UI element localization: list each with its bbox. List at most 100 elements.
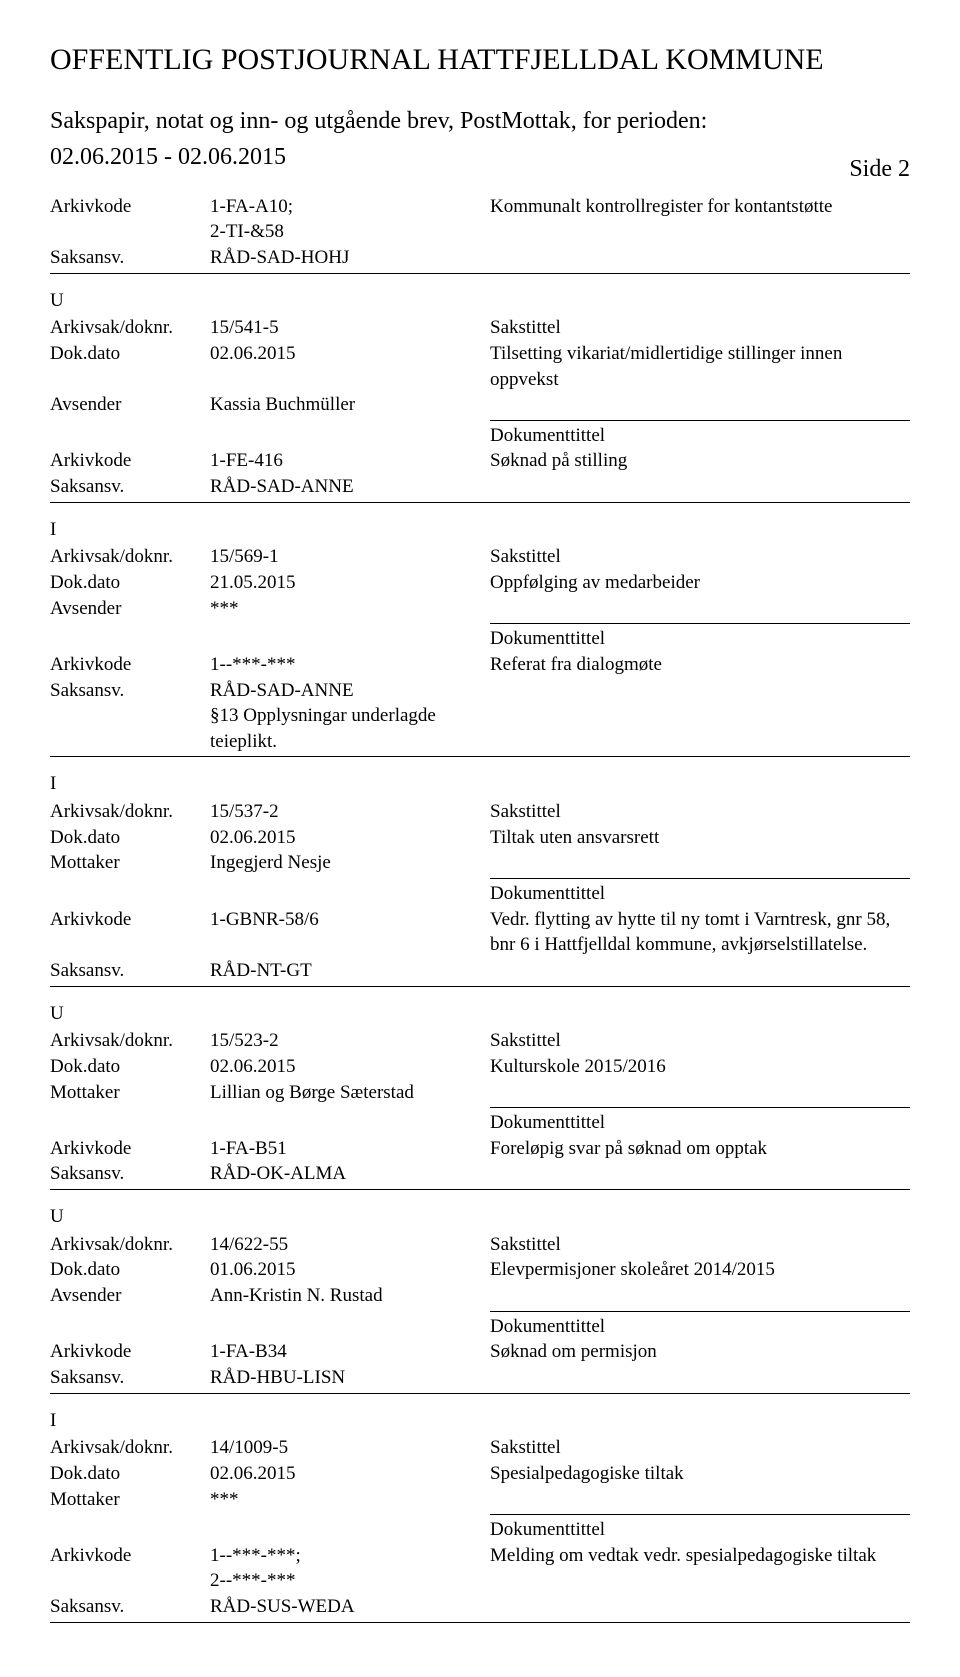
divider [490, 420, 910, 421]
saksansv-value: RÅD-SAD-HOHJ [210, 245, 490, 271]
party-value: Kassia Buchmüller [210, 392, 490, 418]
dokdato-value: 02.06.2015 [210, 825, 490, 851]
saksansv-label: Saksansv. [50, 1365, 210, 1391]
divider [50, 1393, 910, 1394]
arkivsak-value: 15/541-5 [210, 315, 490, 341]
dokumenttittel-value: Søknad på stilling [490, 448, 910, 474]
saksansv-label: Saksansv. [50, 678, 210, 704]
divider [50, 756, 910, 757]
party-value: Ingegjerd Nesje [210, 850, 490, 876]
arkivkode-label: Arkivkode [50, 907, 210, 933]
arkivkode-label: Arkivkode [50, 1339, 210, 1365]
entry-type: I [50, 1408, 910, 1434]
page-subtitle: Sakspapir, notat og inn- og utgående bre… [50, 105, 910, 137]
saksansv-label: Saksansv. [50, 1594, 210, 1620]
arkivkode-label: Arkivkode [50, 1136, 210, 1162]
saksansv-label: Saksansv. [50, 1161, 210, 1187]
saksansv-label: Saksansv. [50, 474, 210, 500]
saksansv-value: RÅD-HBU-LISN [210, 1365, 490, 1391]
divider [50, 273, 910, 274]
saksansv-label: Saksansv. [50, 245, 210, 271]
dokdato-value: 02.06.2015 [210, 1054, 490, 1080]
party-label: Avsender [50, 1283, 210, 1309]
divider [50, 502, 910, 503]
divider [490, 878, 910, 879]
party-label: Mottaker [50, 850, 210, 876]
saksansv-value: RÅD-SAD-ANNE [210, 678, 490, 704]
dokumenttittel-value: Melding om vedtak vedr. spesialpedagogis… [490, 1543, 910, 1569]
dokumenttittel-value: Referat fra dialogmøte [490, 652, 910, 678]
dokumenttittel-label: Dokumenttittel [490, 1517, 910, 1543]
arkivsak-value: 14/622-55 [210, 1232, 490, 1258]
arkivsak-label: Arkivsak/doknr. [50, 544, 210, 570]
dokumenttittel-value: Søknad om permisjon [490, 1339, 910, 1365]
entry-type: I [50, 517, 910, 543]
dokumenttittel-label: Dokumenttittel [490, 1110, 910, 1136]
party-value: Ann-Kristin N. Rustad [210, 1283, 490, 1309]
dokumenttittel-value: Vedr. flytting av hytte til ny tomt i Va… [490, 907, 910, 958]
party-value: Lillian og Børge Sæterstad [210, 1080, 490, 1106]
journal-entry: I Arkivsak/doknr. 15/569-1 Sakstittel Do… [50, 517, 910, 758]
saksansv-value: RÅD-SAD-ANNE [210, 474, 490, 500]
entry-type: U [50, 1204, 910, 1230]
arkivkode-value: 1-FA-A10; 2-TI-&58 [210, 194, 490, 245]
dokdato-value: 02.06.2015 [210, 1461, 490, 1487]
journal-entry: I Arkivsak/doknr. 14/1009-5 Sakstittel D… [50, 1408, 910, 1623]
top-entry: Arkivkode 1-FA-A10; 2-TI-&58 Kommunalt k… [50, 194, 910, 274]
arkivkode-value: 1-GBNR-58/6 [210, 907, 490, 933]
sakstittel-label: Sakstittel [490, 1028, 910, 1054]
arkivkode-value: 1-FE-416 [210, 448, 490, 474]
dokdato-value: 01.06.2015 [210, 1257, 490, 1283]
dokumenttittel-label: Dokumenttittel [490, 1314, 910, 1340]
sakstittel-value: Oppfølging av medarbeider [490, 570, 910, 596]
arkivsak-label: Arkivsak/doknr. [50, 1028, 210, 1054]
dokumenttittel-label: Dokumenttittel [490, 423, 910, 449]
dokdato-label: Dok.dato [50, 341, 210, 367]
arkivkode-value: 1-FA-B34 [210, 1339, 490, 1365]
arkivsak-label: Arkivsak/doknr. [50, 1435, 210, 1461]
sakstittel-value: Tiltak uten ansvarsrett [490, 825, 910, 851]
dokdato-label: Dok.dato [50, 825, 210, 851]
divider [490, 1107, 910, 1108]
sakstittel-label: Sakstittel [490, 544, 910, 570]
arkivsak-label: Arkivsak/doknr. [50, 315, 210, 341]
arkivsak-label: Arkivsak/doknr. [50, 1232, 210, 1258]
dokdato-label: Dok.dato [50, 1257, 210, 1283]
journal-entry: U Arkivsak/doknr. 14/622-55 Sakstittel D… [50, 1204, 910, 1393]
dokdato-label: Dok.dato [50, 1054, 210, 1080]
sakstittel-value: Elevpermisjoner skoleåret 2014/2015 [490, 1257, 910, 1283]
entry-type: U [50, 288, 910, 314]
arkivsak-value: 15/569-1 [210, 544, 490, 570]
party-label: Avsender [50, 392, 210, 418]
arkivkode-value: 1--***-***; 2--***-*** [210, 1543, 490, 1594]
arkivkode-label: Arkivkode [50, 1543, 210, 1569]
sakstittel-label: Sakstittel [490, 315, 910, 341]
arkivkode-value: 1-FA-B51 [210, 1136, 490, 1162]
sakstittel-value: Tilsetting vikariat/midlertidige stillin… [490, 341, 910, 392]
sakstittel-value: Spesialpedagogiske tiltak [490, 1461, 910, 1487]
dokumenttittel-label: Dokumenttittel [490, 881, 910, 907]
dokdato-label: Dok.dato [50, 570, 210, 596]
arkivkode-label: Arkivkode [50, 448, 210, 474]
divider [50, 1189, 910, 1190]
party-value: *** [210, 596, 490, 622]
dokdato-value: 21.05.2015 [210, 570, 490, 596]
dokumenttittel-label: Dokumenttittel [490, 626, 910, 652]
journal-entry: U Arkivsak/doknr. 15/523-2 Sakstittel Do… [50, 1001, 910, 1190]
divider [50, 1622, 910, 1623]
divider [490, 623, 910, 624]
arkivsak-value: 15/523-2 [210, 1028, 490, 1054]
saksansv-label: Saksansv. [50, 958, 210, 984]
sakstittel-label: Sakstittel [490, 1435, 910, 1461]
arkivsak-label: Arkivsak/doknr. [50, 799, 210, 825]
arkivkode-label: Arkivkode [50, 652, 210, 678]
party-label: Mottaker [50, 1487, 210, 1513]
divider [490, 1514, 910, 1515]
divider [490, 1311, 910, 1312]
sakstittel-label: Sakstittel [490, 799, 910, 825]
entry-type: U [50, 1001, 910, 1027]
party-label: Mottaker [50, 1080, 210, 1106]
arkivkode-label: Arkivkode [50, 194, 210, 220]
page-title: OFFENTLIG POSTJOURNAL HATTFJELLDAL KOMMU… [50, 40, 910, 81]
sakstittel-label: Sakstittel [490, 1232, 910, 1258]
